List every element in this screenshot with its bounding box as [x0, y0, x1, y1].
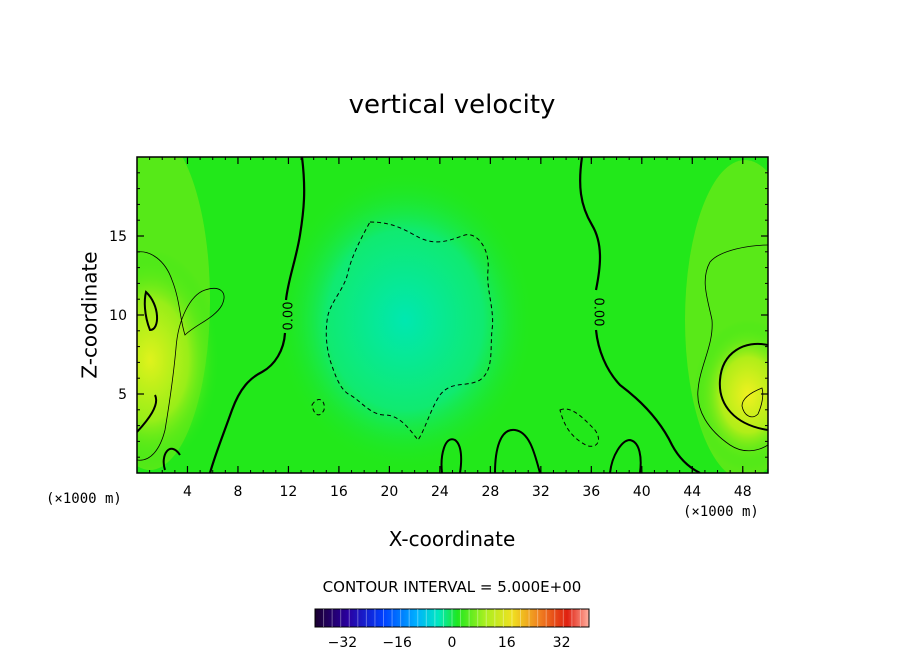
contour-interval-text: CONTOUR INTERVAL = 5.000E+00 [323, 578, 582, 596]
colorbar-tick-label: 32 [553, 635, 571, 651]
x-tick-label: 4 [183, 484, 192, 500]
y-axis-ticks: 5 10 15 [109, 172, 768, 458]
chart-title: vertical velocity [349, 90, 556, 120]
field-positive-left [137, 250, 220, 470]
colorbar-tick-label: −32 [328, 635, 358, 651]
zero-contour-right [579, 157, 701, 473]
x-axis-ticks: 4 8 12 16 20 24 28 32 36 40 44 48 [149, 157, 756, 500]
x-tick-label: 12 [280, 484, 298, 500]
y-tick-label: 5 [118, 387, 127, 403]
positive-contour-right-inner [741, 387, 764, 418]
x-tick-label: 36 [582, 484, 600, 500]
heatmap-field [137, 157, 768, 473]
contour-label-right: 0.00 [591, 298, 606, 327]
colorbar-ticks: −32 −16 0 16 32 [328, 635, 571, 651]
x-tick-label: 32 [532, 484, 550, 500]
x-tick-label: 28 [481, 484, 499, 500]
field-negative-core [275, 170, 535, 470]
x-tick-label: 48 [734, 484, 752, 500]
positive-contour-right [697, 244, 768, 452]
zero-contour-right-blob [718, 342, 768, 431]
zero-contour-left-edge [143, 290, 158, 332]
y-tick-label: 15 [109, 229, 127, 245]
zero-contour-bottom-left [137, 394, 181, 471]
positive-contour-left [137, 251, 225, 461]
x-tick-label: 44 [683, 484, 701, 500]
y-axis-label: Z-coordinate [78, 251, 102, 378]
x-axis-unit: (×1000 m) [683, 504, 759, 520]
x-tick-label: 16 [330, 484, 348, 500]
negative-contour-center [325, 221, 494, 441]
x-tick-label: 40 [633, 484, 651, 500]
field-positive-right [693, 320, 768, 470]
zero-contour-left [208, 157, 306, 473]
colorbar-tick-label: 16 [498, 635, 516, 651]
x-tick-label: 24 [431, 484, 449, 500]
colorbar-bands [323, 609, 581, 627]
zero-contour-bottom-right [440, 428, 642, 473]
x-tick-label: 8 [233, 484, 242, 500]
y-tick-label: 10 [109, 308, 127, 324]
colorbar [314, 608, 590, 628]
contour-label-left: 0.00 [282, 302, 297, 331]
colorbar-tick-label: 0 [448, 635, 457, 651]
contour-lines [137, 157, 768, 473]
colorbar-tick-label: −16 [382, 635, 412, 651]
x-axis-label: X-coordinate [389, 527, 516, 551]
y-axis-unit: (×1000 m) [46, 491, 122, 507]
negative-contour-small-left [311, 399, 325, 416]
x-tick-label: 20 [380, 484, 398, 500]
